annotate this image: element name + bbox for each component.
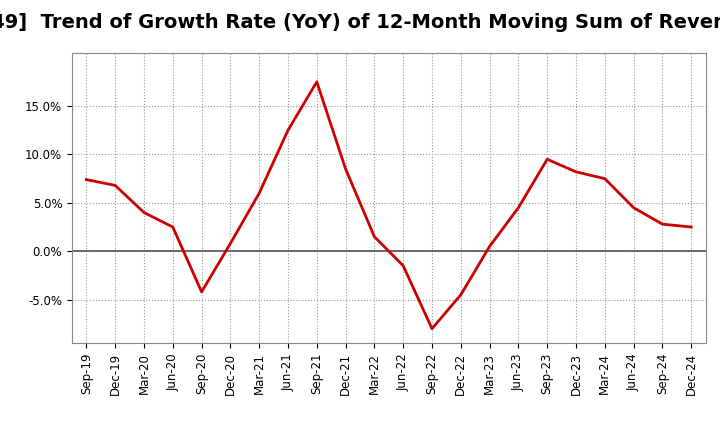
Text: [6849]  Trend of Growth Rate (YoY) of 12-Month Moving Sum of Revenues: [6849] Trend of Growth Rate (YoY) of 12-… xyxy=(0,13,720,32)
